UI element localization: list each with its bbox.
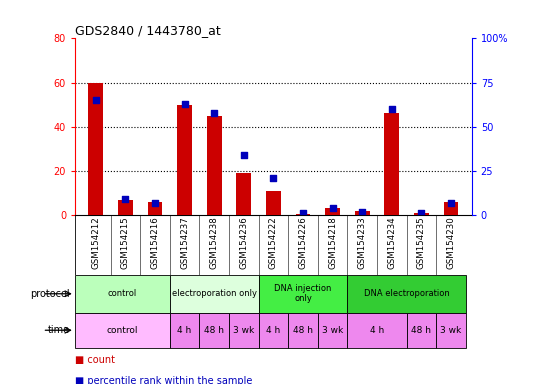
Text: GSM154218: GSM154218 <box>328 216 337 269</box>
Text: GSM154212: GSM154212 <box>91 216 100 269</box>
Bar <box>266 191 281 215</box>
Text: GSM154234: GSM154234 <box>387 216 396 269</box>
Text: GSM154237: GSM154237 <box>180 216 189 269</box>
Bar <box>118 200 133 215</box>
Text: 3 wk: 3 wk <box>441 326 461 335</box>
Bar <box>88 83 103 215</box>
Text: 4 h: 4 h <box>266 326 280 335</box>
Text: GSM154222: GSM154222 <box>269 216 278 269</box>
Bar <box>444 202 458 215</box>
Bar <box>407 313 436 348</box>
Bar <box>347 313 407 348</box>
Text: control: control <box>107 326 138 335</box>
Bar <box>436 313 466 348</box>
Bar <box>347 275 466 313</box>
Text: GSM154230: GSM154230 <box>446 216 456 269</box>
Bar <box>288 313 318 348</box>
Bar <box>258 313 288 348</box>
Text: 48 h: 48 h <box>204 326 224 335</box>
Point <box>240 152 248 158</box>
Text: 48 h: 48 h <box>411 326 431 335</box>
Bar <box>236 173 251 215</box>
Bar <box>295 214 310 215</box>
Text: electroporation only: electroporation only <box>172 289 257 298</box>
Text: GSM154215: GSM154215 <box>121 216 130 269</box>
Bar <box>199 313 229 348</box>
Point <box>417 210 426 216</box>
Text: ■ count: ■ count <box>75 355 115 365</box>
Point <box>210 109 219 116</box>
Point <box>269 175 278 181</box>
Text: ■ percentile rank within the sample: ■ percentile rank within the sample <box>75 376 252 384</box>
Point <box>121 196 130 202</box>
Point <box>151 200 159 206</box>
Point <box>358 209 367 215</box>
Text: 4 h: 4 h <box>370 326 384 335</box>
Text: GDS2840 / 1443780_at: GDS2840 / 1443780_at <box>75 24 221 37</box>
Bar <box>147 202 162 215</box>
Point <box>92 97 100 103</box>
Text: GSM154226: GSM154226 <box>299 216 308 269</box>
Point <box>328 205 337 211</box>
Point <box>446 200 455 206</box>
Text: 4 h: 4 h <box>177 326 192 335</box>
Bar <box>355 210 369 215</box>
Text: time: time <box>48 325 70 335</box>
Text: control: control <box>108 289 137 298</box>
Bar <box>318 313 347 348</box>
Text: GSM154216: GSM154216 <box>151 216 160 269</box>
Bar <box>229 313 258 348</box>
Text: DNA electroporation: DNA electroporation <box>364 289 449 298</box>
Point <box>180 101 189 107</box>
Bar <box>414 213 429 215</box>
Text: GSM154238: GSM154238 <box>210 216 219 269</box>
Text: 48 h: 48 h <box>293 326 313 335</box>
Bar <box>384 114 399 215</box>
Text: 3 wk: 3 wk <box>233 326 255 335</box>
Text: protocol: protocol <box>30 289 70 299</box>
Bar <box>75 275 170 313</box>
Bar <box>207 116 221 215</box>
Text: GSM154233: GSM154233 <box>358 216 367 269</box>
Point <box>299 210 307 216</box>
Bar <box>177 104 192 215</box>
Bar <box>258 275 347 313</box>
Text: 3 wk: 3 wk <box>322 326 343 335</box>
Bar <box>75 313 170 348</box>
Bar <box>170 313 199 348</box>
Text: DNA injection
only: DNA injection only <box>274 284 332 303</box>
Text: GSM154236: GSM154236 <box>239 216 248 269</box>
Bar <box>325 209 340 215</box>
Text: GSM154235: GSM154235 <box>417 216 426 269</box>
Bar <box>170 275 258 313</box>
Point <box>388 106 396 112</box>
